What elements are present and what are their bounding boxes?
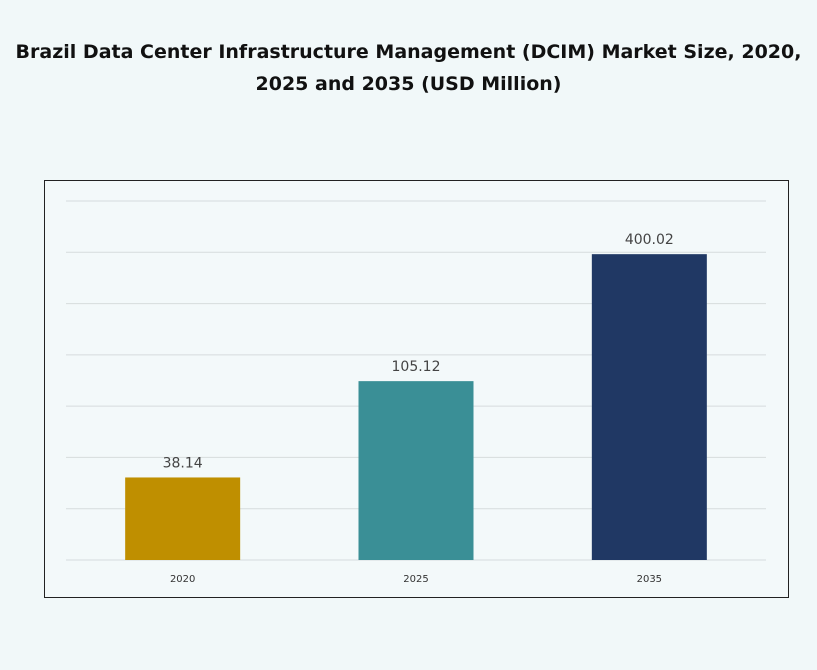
x-tick-label: 2020: [170, 574, 195, 585]
chart-title: Brazil Data Center Infrastructure Manage…: [15, 41, 802, 95]
x-tick-label: 2035: [637, 574, 662, 585]
x-tick-label: 2025: [403, 574, 428, 585]
bar-2035: [591, 254, 707, 560]
bar-2020: [125, 477, 241, 560]
bar-2025: [358, 381, 474, 560]
data-label: 38.14: [163, 455, 203, 471]
data-label: 105.12: [392, 359, 441, 375]
data-label: 400.02: [625, 232, 674, 248]
